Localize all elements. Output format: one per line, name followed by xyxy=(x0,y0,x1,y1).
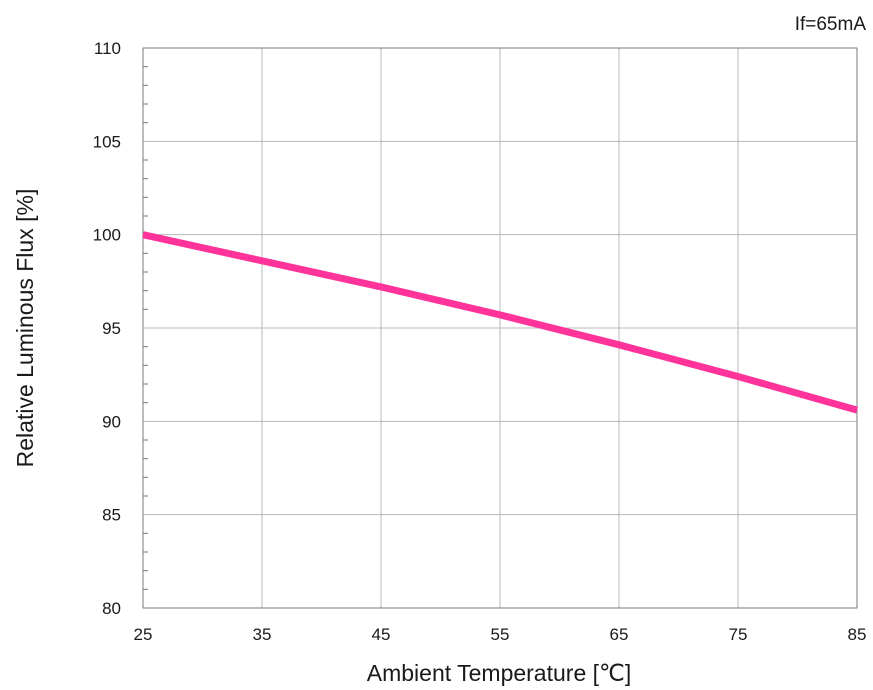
y-tick-label: 90 xyxy=(102,412,121,431)
y-tick-label: 105 xyxy=(93,132,121,151)
x-tick-label: 85 xyxy=(848,625,867,644)
x-tick-label: 65 xyxy=(610,625,629,644)
x-tick-label: 35 xyxy=(253,625,272,644)
x-tick-label: 45 xyxy=(372,625,391,644)
x-axis-title: Ambient Temperature [℃] xyxy=(367,660,631,686)
y-tick-labels: 80 85 90 95 100 105 110 xyxy=(93,39,121,618)
x-tick-label: 55 xyxy=(491,625,510,644)
y-axis-title: Relative Luminous Flux [%] xyxy=(12,189,38,468)
y-tick-label: 80 xyxy=(102,599,121,618)
x-tick-label: 75 xyxy=(729,625,748,644)
condition-annotation: If=65mA xyxy=(795,14,867,35)
y-tick-label: 100 xyxy=(93,226,121,245)
series-line xyxy=(142,231,858,414)
grid xyxy=(143,48,857,608)
x-tick-label: 25 xyxy=(134,625,153,644)
minor-ticks xyxy=(143,66,148,590)
y-tick-label: 110 xyxy=(94,39,121,58)
y-tick-label: 85 xyxy=(102,506,121,525)
plot-frame xyxy=(142,47,858,609)
series-group xyxy=(142,231,858,414)
y-tick-label: 95 xyxy=(102,319,121,338)
x-tick-labels: 25 35 45 55 65 75 85 xyxy=(134,625,867,644)
